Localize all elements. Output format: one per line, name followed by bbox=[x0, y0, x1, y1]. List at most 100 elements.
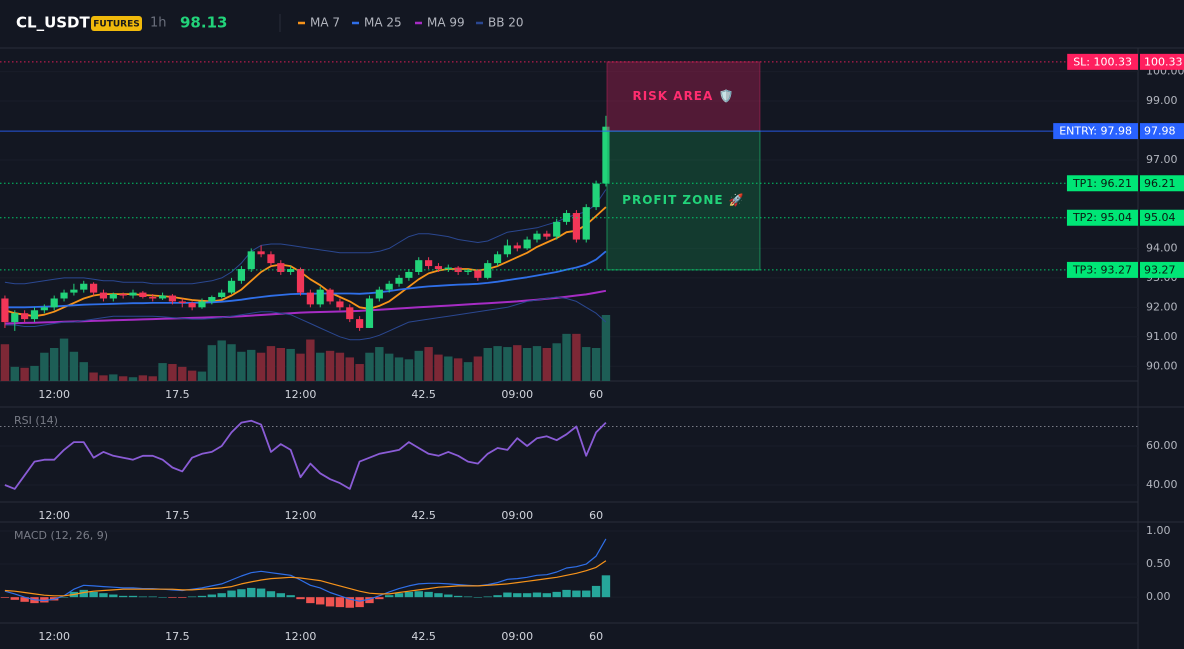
macd-histogram-bar bbox=[247, 587, 256, 598]
volume-bar bbox=[532, 346, 542, 381]
x-tick-label: 42.5 bbox=[411, 388, 436, 401]
macd-histogram-bar bbox=[128, 595, 138, 598]
y-tick-label: 91.00 bbox=[1146, 330, 1178, 343]
volume-bar bbox=[493, 346, 502, 381]
volume-bar bbox=[247, 349, 256, 381]
volume-bar bbox=[513, 345, 522, 381]
candle-body bbox=[523, 239, 531, 249]
candle-body bbox=[109, 294, 117, 299]
level-tag: TP1: 96.21 bbox=[1072, 177, 1132, 190]
macd-histogram-bar bbox=[542, 593, 552, 598]
volume-bar bbox=[20, 367, 29, 381]
volume-bar bbox=[168, 364, 177, 381]
legend-label: MA 99 bbox=[427, 16, 465, 30]
candle-body bbox=[218, 292, 226, 298]
macd-histogram-bar bbox=[207, 594, 217, 598]
x-tick-label: 12:00 bbox=[285, 388, 317, 401]
volume-bar bbox=[256, 352, 266, 381]
macd-histogram-bar bbox=[434, 593, 443, 598]
volume-bar bbox=[404, 359, 414, 381]
macd-histogram-bar bbox=[109, 594, 118, 598]
price-tag: 97.98 bbox=[1144, 125, 1176, 138]
x-tick-label: 60 bbox=[589, 509, 603, 522]
candle-body bbox=[247, 251, 255, 270]
candle-body bbox=[582, 207, 590, 240]
legend-label: BB 20 bbox=[488, 16, 524, 30]
badge-bg bbox=[91, 16, 142, 31]
y-tick-label: 0.50 bbox=[1146, 557, 1171, 570]
x-tick-label: 60 bbox=[589, 388, 603, 401]
macd-histogram-bar bbox=[40, 597, 49, 603]
y-tick-label: 40.00 bbox=[1146, 478, 1178, 491]
candle-body bbox=[1, 298, 9, 323]
candle-body bbox=[267, 254, 275, 264]
macd-histogram-bar bbox=[562, 589, 571, 598]
rsi-line bbox=[4, 419, 607, 490]
candle-body bbox=[375, 289, 383, 299]
candle-body bbox=[493, 254, 502, 264]
x-tick-label: 12:00 bbox=[38, 630, 70, 643]
volume-bar bbox=[522, 348, 532, 381]
y-tick-label: 97.00 bbox=[1146, 153, 1178, 166]
macd-histogram-bar bbox=[0, 597, 10, 598]
macd-histogram-bar bbox=[444, 594, 453, 598]
candle-body bbox=[149, 297, 157, 299]
volume-bar bbox=[434, 354, 443, 381]
x-tick-label: 17.5 bbox=[165, 630, 190, 643]
macd-histogram-bar bbox=[158, 597, 167, 598]
y-tick-label: 90.00 bbox=[1146, 359, 1178, 372]
candle-body bbox=[474, 270, 482, 278]
candle-body bbox=[277, 263, 285, 272]
macd-histogram-bar bbox=[118, 595, 128, 598]
candle-body bbox=[80, 283, 88, 290]
x-tick-label: 17.5 bbox=[165, 388, 190, 401]
volume-bar bbox=[266, 346, 276, 381]
x-tick-label: 60 bbox=[589, 630, 603, 643]
candle-body bbox=[454, 267, 462, 272]
candle-body bbox=[444, 267, 452, 270]
macd-histogram-bar bbox=[335, 597, 345, 608]
volume-bar bbox=[138, 375, 148, 381]
volume-bar bbox=[424, 347, 433, 381]
price-tag: 100.33 bbox=[1144, 55, 1183, 68]
volume-bar bbox=[59, 338, 69, 381]
volume-bar bbox=[542, 348, 552, 381]
volume-bar bbox=[187, 370, 197, 381]
macd-histogram-bar bbox=[414, 591, 423, 598]
volume-bar bbox=[365, 352, 374, 381]
macd-histogram-bar bbox=[404, 591, 414, 598]
macd-histogram-bar bbox=[148, 596, 157, 598]
profit-zone bbox=[606, 130, 761, 271]
x-tick-label: 17.5 bbox=[165, 509, 190, 522]
level-tag: SL: 100.33 bbox=[1073, 55, 1132, 68]
volume-bar bbox=[316, 352, 325, 381]
y-tick-label: 0.00 bbox=[1146, 590, 1171, 603]
candle-body bbox=[503, 245, 512, 255]
zone-label: PROFIT ZONE 🚀 bbox=[622, 193, 745, 207]
x-tick-label: 42.5 bbox=[411, 630, 436, 643]
macd-histogram-bar bbox=[365, 597, 374, 604]
macd-histogram-bar bbox=[552, 591, 561, 598]
macd-histogram-bar bbox=[532, 592, 542, 598]
macd-histogram-bar bbox=[227, 590, 236, 598]
macd-histogram-bar bbox=[483, 596, 492, 598]
macd-histogram-bar bbox=[306, 597, 315, 604]
candle-body bbox=[287, 269, 295, 272]
candle-body bbox=[533, 233, 541, 240]
volume-bar bbox=[473, 356, 483, 381]
level-tag: TP2: 95.04 bbox=[1072, 211, 1132, 224]
candle-body bbox=[178, 301, 186, 303]
level-tag: TP3: 93.27 bbox=[1072, 263, 1132, 276]
volume-bar bbox=[207, 345, 217, 381]
macd-histogram-bar bbox=[503, 592, 512, 598]
candle-body bbox=[365, 298, 374, 328]
macd-histogram-bar bbox=[217, 593, 226, 598]
volume-bar bbox=[118, 376, 128, 381]
candle-body bbox=[316, 289, 324, 305]
candle-body bbox=[30, 310, 39, 320]
price-tag: 95.04 bbox=[1144, 211, 1176, 224]
volume-bar bbox=[10, 366, 19, 381]
price-tag-bg bbox=[1140, 123, 1184, 140]
